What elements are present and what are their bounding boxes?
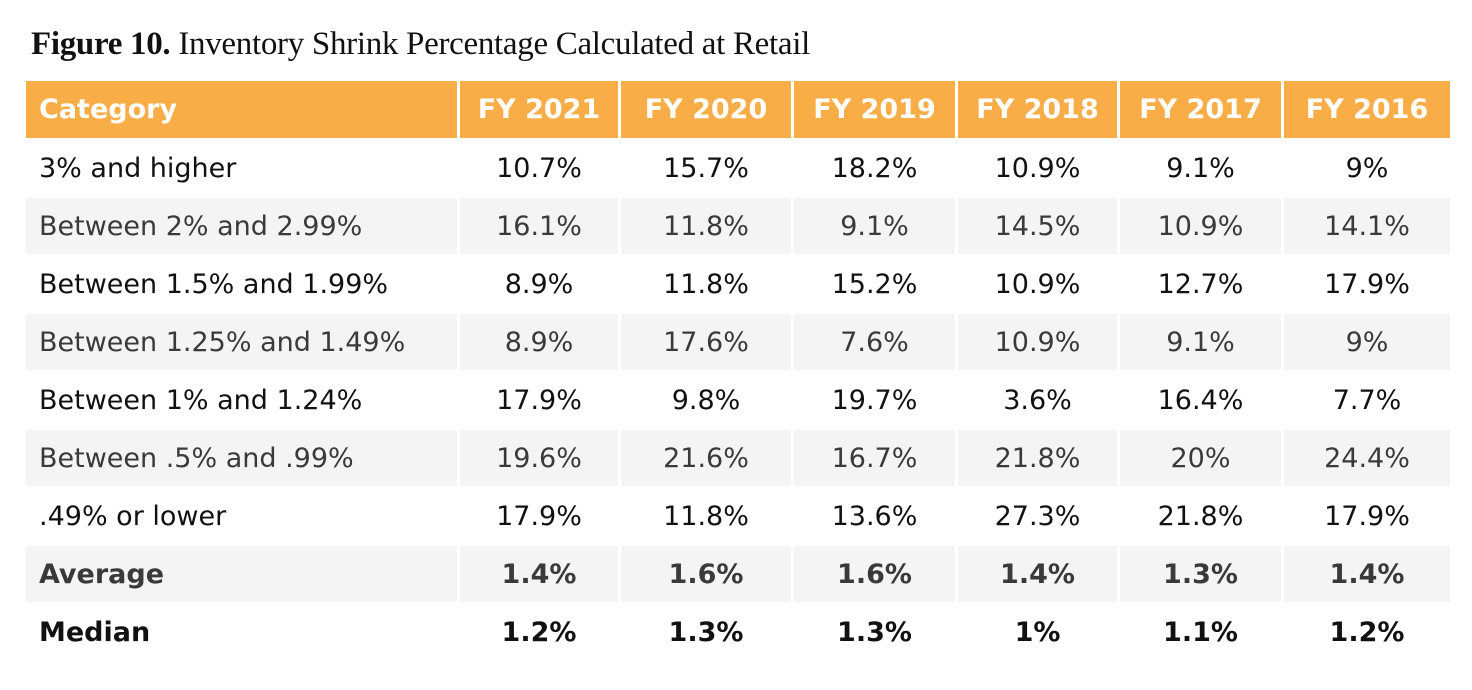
table-row: Median 1.2% 1.3% 1.3% 1% 1.1% 1.2% xyxy=(26,604,1450,660)
shrink-table: Category FY 2021 FY 2020 FY 2019 FY 2018 FY 2… xyxy=(23,79,1453,662)
table-cell: 17.9% xyxy=(496,384,582,416)
row-label: Between 1.5% and 1.99% xyxy=(39,268,389,300)
figure-number: Figure 10. xyxy=(31,26,171,62)
table-cell: 1.2% xyxy=(501,616,577,648)
table-cell: 21.8% xyxy=(958,430,1117,486)
table-row: Between .5% and .99% 19.6% 21.6% 16.7% 21.8%… xyxy=(26,430,1450,486)
figure-title: Figure 10. Inventory Shrink Percentage C… xyxy=(31,26,810,63)
table-cell: 10.9% xyxy=(994,152,1081,184)
table-row: 3% and higher 10.7% 15.7% 18.2% 10.9% 9.1% 9% xyxy=(26,140,1450,196)
table-cell: 1.4% xyxy=(1284,546,1450,602)
table-cell: 9% xyxy=(1345,152,1389,184)
column-header: Category xyxy=(26,81,457,138)
table-cell: 15.7% xyxy=(663,152,749,184)
table-cell: 15.2% xyxy=(831,268,918,300)
table-cell: 8.9% xyxy=(460,314,618,370)
table-cell: 21.6% xyxy=(621,430,791,486)
table-cell: 17.9% xyxy=(496,500,582,532)
table-cell: 12.7% xyxy=(1157,268,1244,300)
table-row: Average 1.4% 1.6% 1.6% 1.4% 1.3% 1.4% xyxy=(26,546,1450,602)
table-cell: 11.8% xyxy=(621,198,791,254)
column-header: FY 2021 xyxy=(460,81,618,138)
column-header: FY 2019 xyxy=(794,81,955,138)
table-row: .49% or lower 17.9% 11.8% 13.6% 27.3% 21.8% 17… xyxy=(26,488,1450,544)
table-cell: 1.1% xyxy=(1163,616,1238,648)
table-cell: 11.8% xyxy=(663,268,749,300)
row-label: Between .5% and .99% xyxy=(26,430,457,486)
table-cell: 20% xyxy=(1120,430,1281,486)
table-cell: 1.6% xyxy=(621,546,791,602)
table-cell: 10.9% xyxy=(994,268,1081,300)
table-cell: 19.7% xyxy=(831,384,918,416)
table-row: Between 2% and 2.99% 16.1% 11.8% 9.1% 14.5% 1… xyxy=(26,198,1450,254)
table-cell: 7.7% xyxy=(1332,384,1402,416)
row-label: Between 2% and 2.99% xyxy=(26,198,457,254)
column-header: FY 2020 xyxy=(621,81,791,138)
table-cell: 27.3% xyxy=(994,500,1081,532)
column-header: FY 2017 xyxy=(1120,81,1281,138)
table-cell: 1.4% xyxy=(460,546,618,602)
table-cell: 1.2% xyxy=(1329,616,1405,648)
table-cell: 8.9% xyxy=(504,268,574,300)
table-cell: 11.8% xyxy=(663,500,749,532)
row-label: Average xyxy=(26,546,457,602)
row-label: Between 1% and 1.24% xyxy=(39,384,363,416)
table-cell: 9.1% xyxy=(1120,314,1281,370)
table-cell: 1.3% xyxy=(1120,546,1281,602)
table-cell: 17.9% xyxy=(1324,268,1410,300)
table-cell: 13.6% xyxy=(831,500,918,532)
table-cell: 24.4% xyxy=(1284,430,1450,486)
table-cell: 1.3% xyxy=(837,616,912,648)
table-cell: 17.6% xyxy=(621,314,791,370)
table-cell: 18.2% xyxy=(831,152,918,184)
table-row: Between 1.5% and 1.99% 8.9% 11.8% 15.2% 10.9… xyxy=(26,256,1450,312)
table-cell: 17.9% xyxy=(1324,500,1410,532)
table-cell: 21.8% xyxy=(1157,500,1244,532)
table-cell: 19.6% xyxy=(460,430,618,486)
table-cell: 14.1% xyxy=(1284,198,1450,254)
table-cell: 10.9% xyxy=(1120,198,1281,254)
table-cell: 1% xyxy=(1014,616,1061,648)
figure-caption: Inventory Shrink Percentage Calculated a… xyxy=(178,26,810,62)
column-header: FY 2016 xyxy=(1284,81,1450,138)
row-label: Between 1.25% and 1.49% xyxy=(26,314,457,370)
table-cell: 10.7% xyxy=(496,152,582,184)
table-row: Between 1% and 1.24% 17.9% 9.8% 19.7% 3.6% 16… xyxy=(26,372,1450,428)
table-cell: 10.9% xyxy=(958,314,1117,370)
row-label: .49% or lower xyxy=(39,500,227,532)
table-cell: 9.1% xyxy=(1166,152,1235,184)
table-cell: 1.6% xyxy=(794,546,955,602)
table-header: Category FY 2021 FY 2020 FY 2019 FY 2018 FY 2… xyxy=(26,81,1450,138)
table-cell: 3.6% xyxy=(1003,384,1072,416)
table-cell: 7.6% xyxy=(794,314,955,370)
table-cell: 9% xyxy=(1284,314,1450,370)
table-cell: 9.1% xyxy=(794,198,955,254)
column-header: FY 2018 xyxy=(958,81,1117,138)
table-cell: 9.8% xyxy=(671,384,741,416)
table-row: Between 1.25% and 1.49% 8.9% 17.6% 7.6% 10.9… xyxy=(26,314,1450,370)
table-cell: 16.4% xyxy=(1157,384,1244,416)
table-cell: 14.5% xyxy=(958,198,1117,254)
table-cell: 1.3% xyxy=(668,616,744,648)
table-cell: 16.1% xyxy=(460,198,618,254)
table-cell: 1.4% xyxy=(958,546,1117,602)
row-label: 3% and higher xyxy=(39,152,237,184)
table-cell: 16.7% xyxy=(794,430,955,486)
row-label: Median xyxy=(39,616,151,648)
